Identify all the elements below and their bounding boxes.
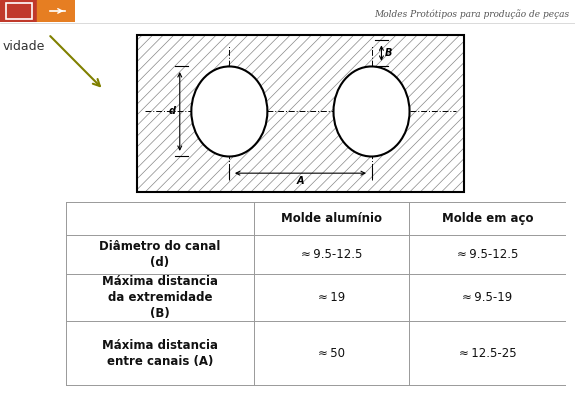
Bar — [6, 3, 32, 19]
Text: ≈ 9.5-19: ≈ 9.5-19 — [462, 291, 513, 304]
Text: ≈ 9.5-12.5: ≈ 9.5-12.5 — [301, 248, 362, 261]
Text: d: d — [169, 106, 176, 116]
Bar — [0, 0, 37, 22]
Text: ≈ 12.5-25: ≈ 12.5-25 — [459, 347, 516, 360]
Text: A: A — [297, 175, 304, 185]
Text: vidade: vidade — [3, 40, 45, 53]
Ellipse shape — [191, 66, 267, 156]
Ellipse shape — [334, 66, 409, 156]
Text: ≈ 19: ≈ 19 — [317, 291, 345, 304]
Text: Molde em aço: Molde em aço — [442, 212, 534, 225]
Text: Moldes Protótipos para produção de peças: Moldes Protótipos para produção de peças — [374, 9, 569, 19]
Text: ≈ 9.5-12.5: ≈ 9.5-12.5 — [457, 248, 518, 261]
Text: ≈ 50: ≈ 50 — [318, 347, 345, 360]
Text: Diâmetro do canal
(d): Diâmetro do canal (d) — [99, 240, 221, 269]
Text: Máxima distancia
entre canais (A): Máxima distancia entre canais (A) — [102, 339, 218, 368]
Text: Máxima distancia
da extremidade
(B): Máxima distancia da extremidade (B) — [102, 275, 218, 320]
Text: Molde alumínio: Molde alumínio — [281, 212, 382, 225]
Text: B: B — [385, 48, 392, 58]
